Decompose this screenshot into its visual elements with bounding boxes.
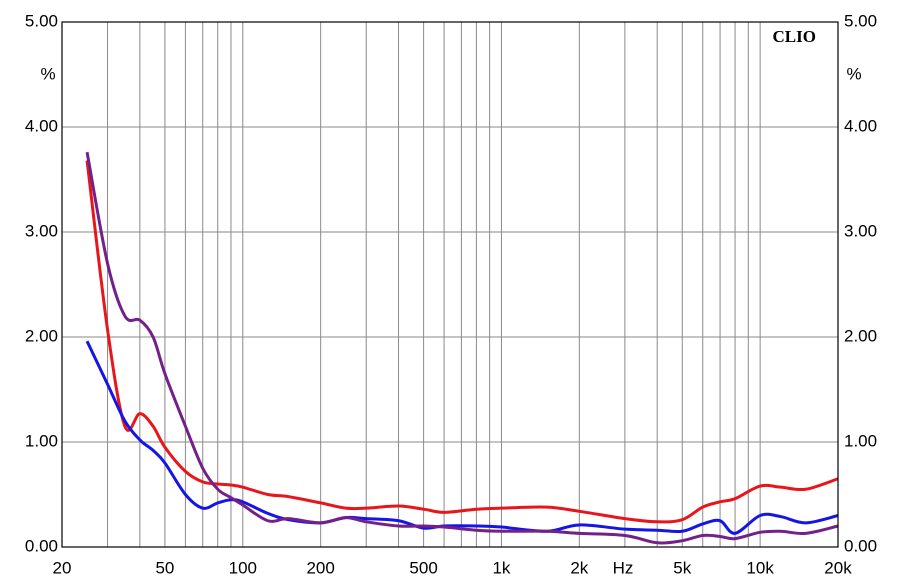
x-tick-label: 500 <box>409 558 437 577</box>
y2-tick-label: 5.00 <box>844 11 877 30</box>
x-tick-label: 2k <box>570 558 588 577</box>
y-tick-label: 0.00 <box>25 536 58 555</box>
y-tick-label: 2.00 <box>25 326 58 345</box>
x-tick-label: 10k <box>746 558 774 577</box>
y-tick-label: 4.00 <box>25 116 58 135</box>
x-tick-label: 100 <box>229 558 257 577</box>
y-tick-label: 5.00 <box>25 11 58 30</box>
x-tick-label: 50 <box>155 558 174 577</box>
y-tick-label: 3.00 <box>25 221 58 240</box>
x-tick-label: 1k <box>492 558 510 577</box>
x-tick-label: 5k <box>673 558 691 577</box>
x-tick-label: 20k <box>824 558 852 577</box>
plot-frame <box>61 21 839 548</box>
y-tick-label: 1.00 <box>25 431 58 450</box>
lines <box>85 151 839 545</box>
x-tick-label: 200 <box>306 558 334 577</box>
series-line <box>85 160 839 524</box>
x-tick-label: 20 <box>53 558 72 577</box>
series-line <box>85 151 839 545</box>
y2-tick-label: 1.00 <box>844 431 877 450</box>
unit-left: % <box>40 64 55 83</box>
y2-tick-label: 4.00 <box>844 116 877 135</box>
y2-tick-label: 3.00 <box>844 221 877 240</box>
brand: CLIO <box>773 27 816 46</box>
x-unit: Hz <box>613 558 634 577</box>
grid <box>61 21 839 548</box>
y2-tick-label: 2.00 <box>844 326 877 345</box>
series-line <box>85 340 839 535</box>
y2-tick-label: 0.00 <box>844 536 877 555</box>
unit-right: % <box>846 64 861 83</box>
